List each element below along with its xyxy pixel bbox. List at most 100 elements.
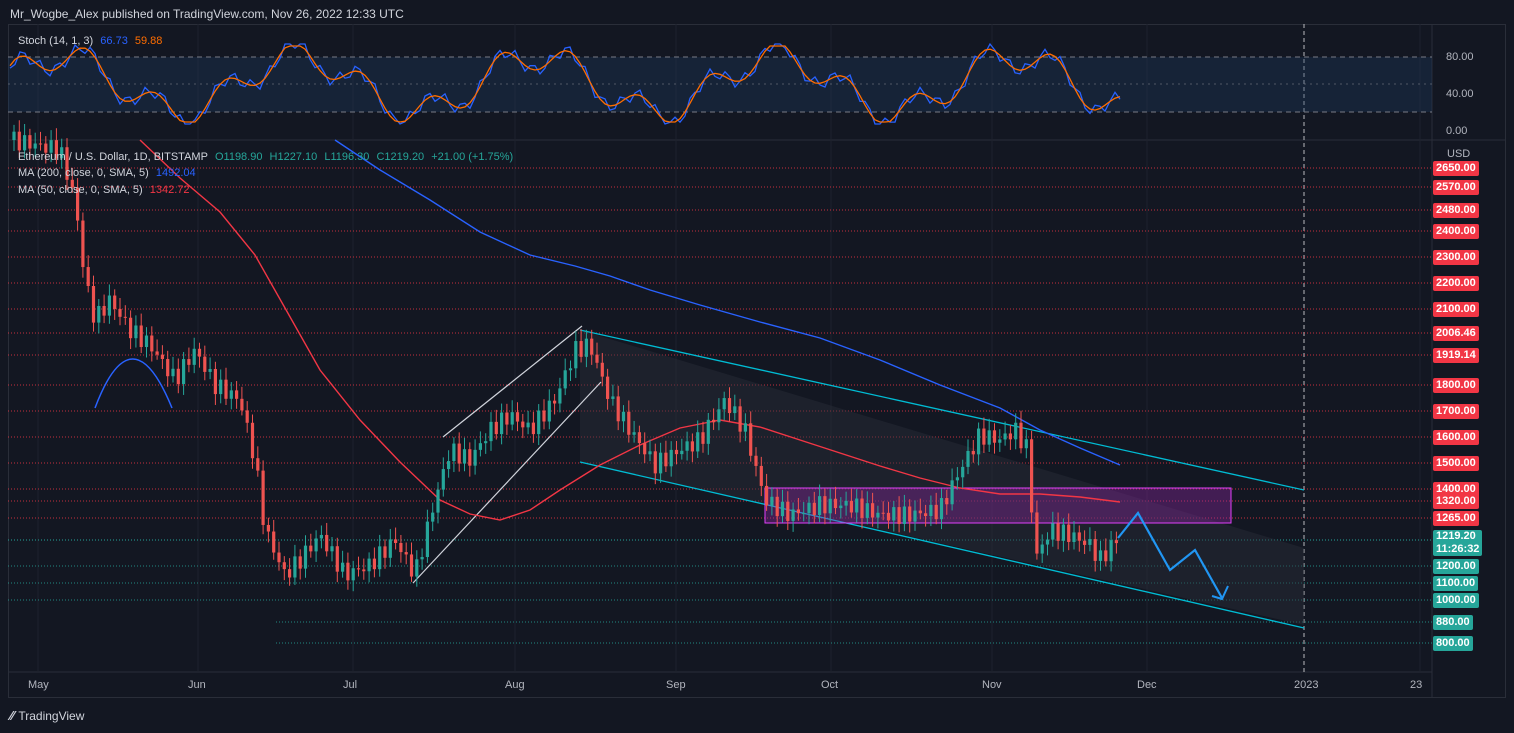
- candle-body: [521, 421, 525, 428]
- candle-body: [107, 295, 111, 316]
- candle-body: [420, 557, 424, 560]
- candle-body: [123, 316, 127, 318]
- candle-body: [977, 428, 981, 455]
- time-axis-label: Jul: [343, 679, 358, 691]
- candle-body: [44, 143, 48, 153]
- candle-body: [796, 509, 800, 514]
- candle-body: [886, 512, 891, 521]
- candle-body: [584, 338, 588, 357]
- candle-body: [473, 449, 477, 466]
- candle-body: [489, 421, 493, 442]
- candle-body: [81, 220, 85, 268]
- candle-body: [1077, 532, 1081, 541]
- channel-upper-line: [579, 329, 1305, 491]
- candle-body: [367, 558, 371, 572]
- candle-body: [929, 504, 933, 517]
- candle-body: [298, 556, 302, 569]
- candle-body: [669, 449, 673, 467]
- current-price-tag: 1219.20 11:26:32: [1433, 530, 1483, 556]
- price-level-tag: 1500.00: [1433, 456, 1479, 471]
- candle-body: [235, 390, 239, 399]
- candle-body: [293, 556, 297, 578]
- time-axis-label: Jun: [188, 679, 206, 691]
- candle-body: [272, 531, 276, 553]
- candle-body: [404, 552, 408, 555]
- candle-body: [913, 510, 917, 522]
- candle-body: [17, 131, 21, 151]
- candle-body: [1035, 512, 1039, 554]
- candle-body: [38, 143, 43, 145]
- candle-body: [674, 449, 679, 455]
- candle-body: [187, 359, 191, 365]
- stoch-axis-80: 80.00: [1446, 51, 1474, 63]
- horizontal-levels: [8, 167, 1432, 644]
- candle-body: [288, 569, 292, 578]
- candle-body: [696, 432, 700, 452]
- time-axis-label: May: [28, 679, 49, 691]
- candle-body: [500, 412, 504, 435]
- candle-body: [224, 379, 228, 399]
- candle-body: [250, 422, 255, 459]
- projection-arrowhead: [1211, 585, 1229, 601]
- candle-body: [388, 539, 392, 558]
- ma50-line: [139, 139, 1121, 521]
- candle-body: [1024, 439, 1028, 449]
- price-level-tag: 1800.00: [1433, 378, 1479, 393]
- candle-body: [144, 335, 149, 348]
- symbol-legend: Ethereum / U.S. Dollar, 1D, BITSTAMP O11…: [18, 151, 517, 163]
- candle-body: [494, 421, 498, 435]
- ma50-value: 1342.72: [149, 184, 190, 196]
- chart-panel[interactable]: [8, 24, 1506, 698]
- candle-body: [203, 356, 207, 372]
- tradingview-brand: ⁄⁄ TradingView: [10, 708, 84, 723]
- rising-channel-upper: [442, 325, 583, 438]
- candle-body: [1056, 523, 1060, 541]
- candle-body: [908, 506, 912, 522]
- time-axis-label: 2023: [1294, 679, 1319, 691]
- candle-body: [266, 524, 270, 532]
- candle-body: [611, 396, 615, 399]
- price-level-tag: 2300.00: [1433, 250, 1479, 265]
- price-level-tag: 1000.00: [1433, 593, 1479, 608]
- candle-body: [515, 412, 520, 422]
- candle-body: [70, 179, 74, 188]
- price-level-tag: 800.00: [1433, 636, 1473, 651]
- candle-body: [833, 498, 838, 509]
- price-level-tag: 2570.00: [1433, 180, 1479, 195]
- candle-body: [1072, 532, 1076, 542]
- candle-body: [91, 286, 96, 323]
- price-level-tag: 2100.00: [1433, 302, 1479, 317]
- candle-body: [213, 368, 217, 395]
- candle-body: [786, 501, 790, 521]
- stoch-d-value: 59.88: [134, 35, 163, 47]
- candle-body: [791, 509, 795, 521]
- candle-body: [113, 295, 117, 309]
- candle-body: [621, 411, 626, 422]
- candle-body: [759, 465, 763, 486]
- stoch-axis-0: 0.00: [1446, 125, 1468, 137]
- candle-body: [399, 543, 403, 553]
- candle-body: [383, 546, 387, 558]
- candle-body: [60, 147, 64, 159]
- candle-body: [129, 317, 133, 339]
- candle-body: [892, 507, 896, 521]
- currency-label: USD: [1447, 148, 1471, 160]
- price-level-tag: 2200.00: [1433, 276, 1479, 291]
- candle-body: [924, 513, 928, 517]
- stoch-band: [8, 57, 1432, 112]
- candle-body: [690, 441, 694, 452]
- candle-body: [510, 412, 514, 425]
- stoch-k-line: [9, 42, 1121, 125]
- candle-body: [362, 569, 366, 572]
- candle-body: [325, 534, 329, 552]
- tradingview-logo-icon: ⁄⁄: [10, 708, 15, 723]
- bar-countdown: 11:26:32: [1436, 543, 1480, 555]
- time-axis-label: Nov: [982, 679, 1002, 691]
- arc-drawing: [94, 358, 173, 409]
- candle-body: [76, 187, 80, 221]
- candle-body: [160, 354, 164, 360]
- candle-body: [717, 409, 721, 423]
- stoch-legend: Stoch (14, 1, 3) 66.73 59.88: [18, 35, 166, 47]
- candle-body: [643, 443, 647, 455]
